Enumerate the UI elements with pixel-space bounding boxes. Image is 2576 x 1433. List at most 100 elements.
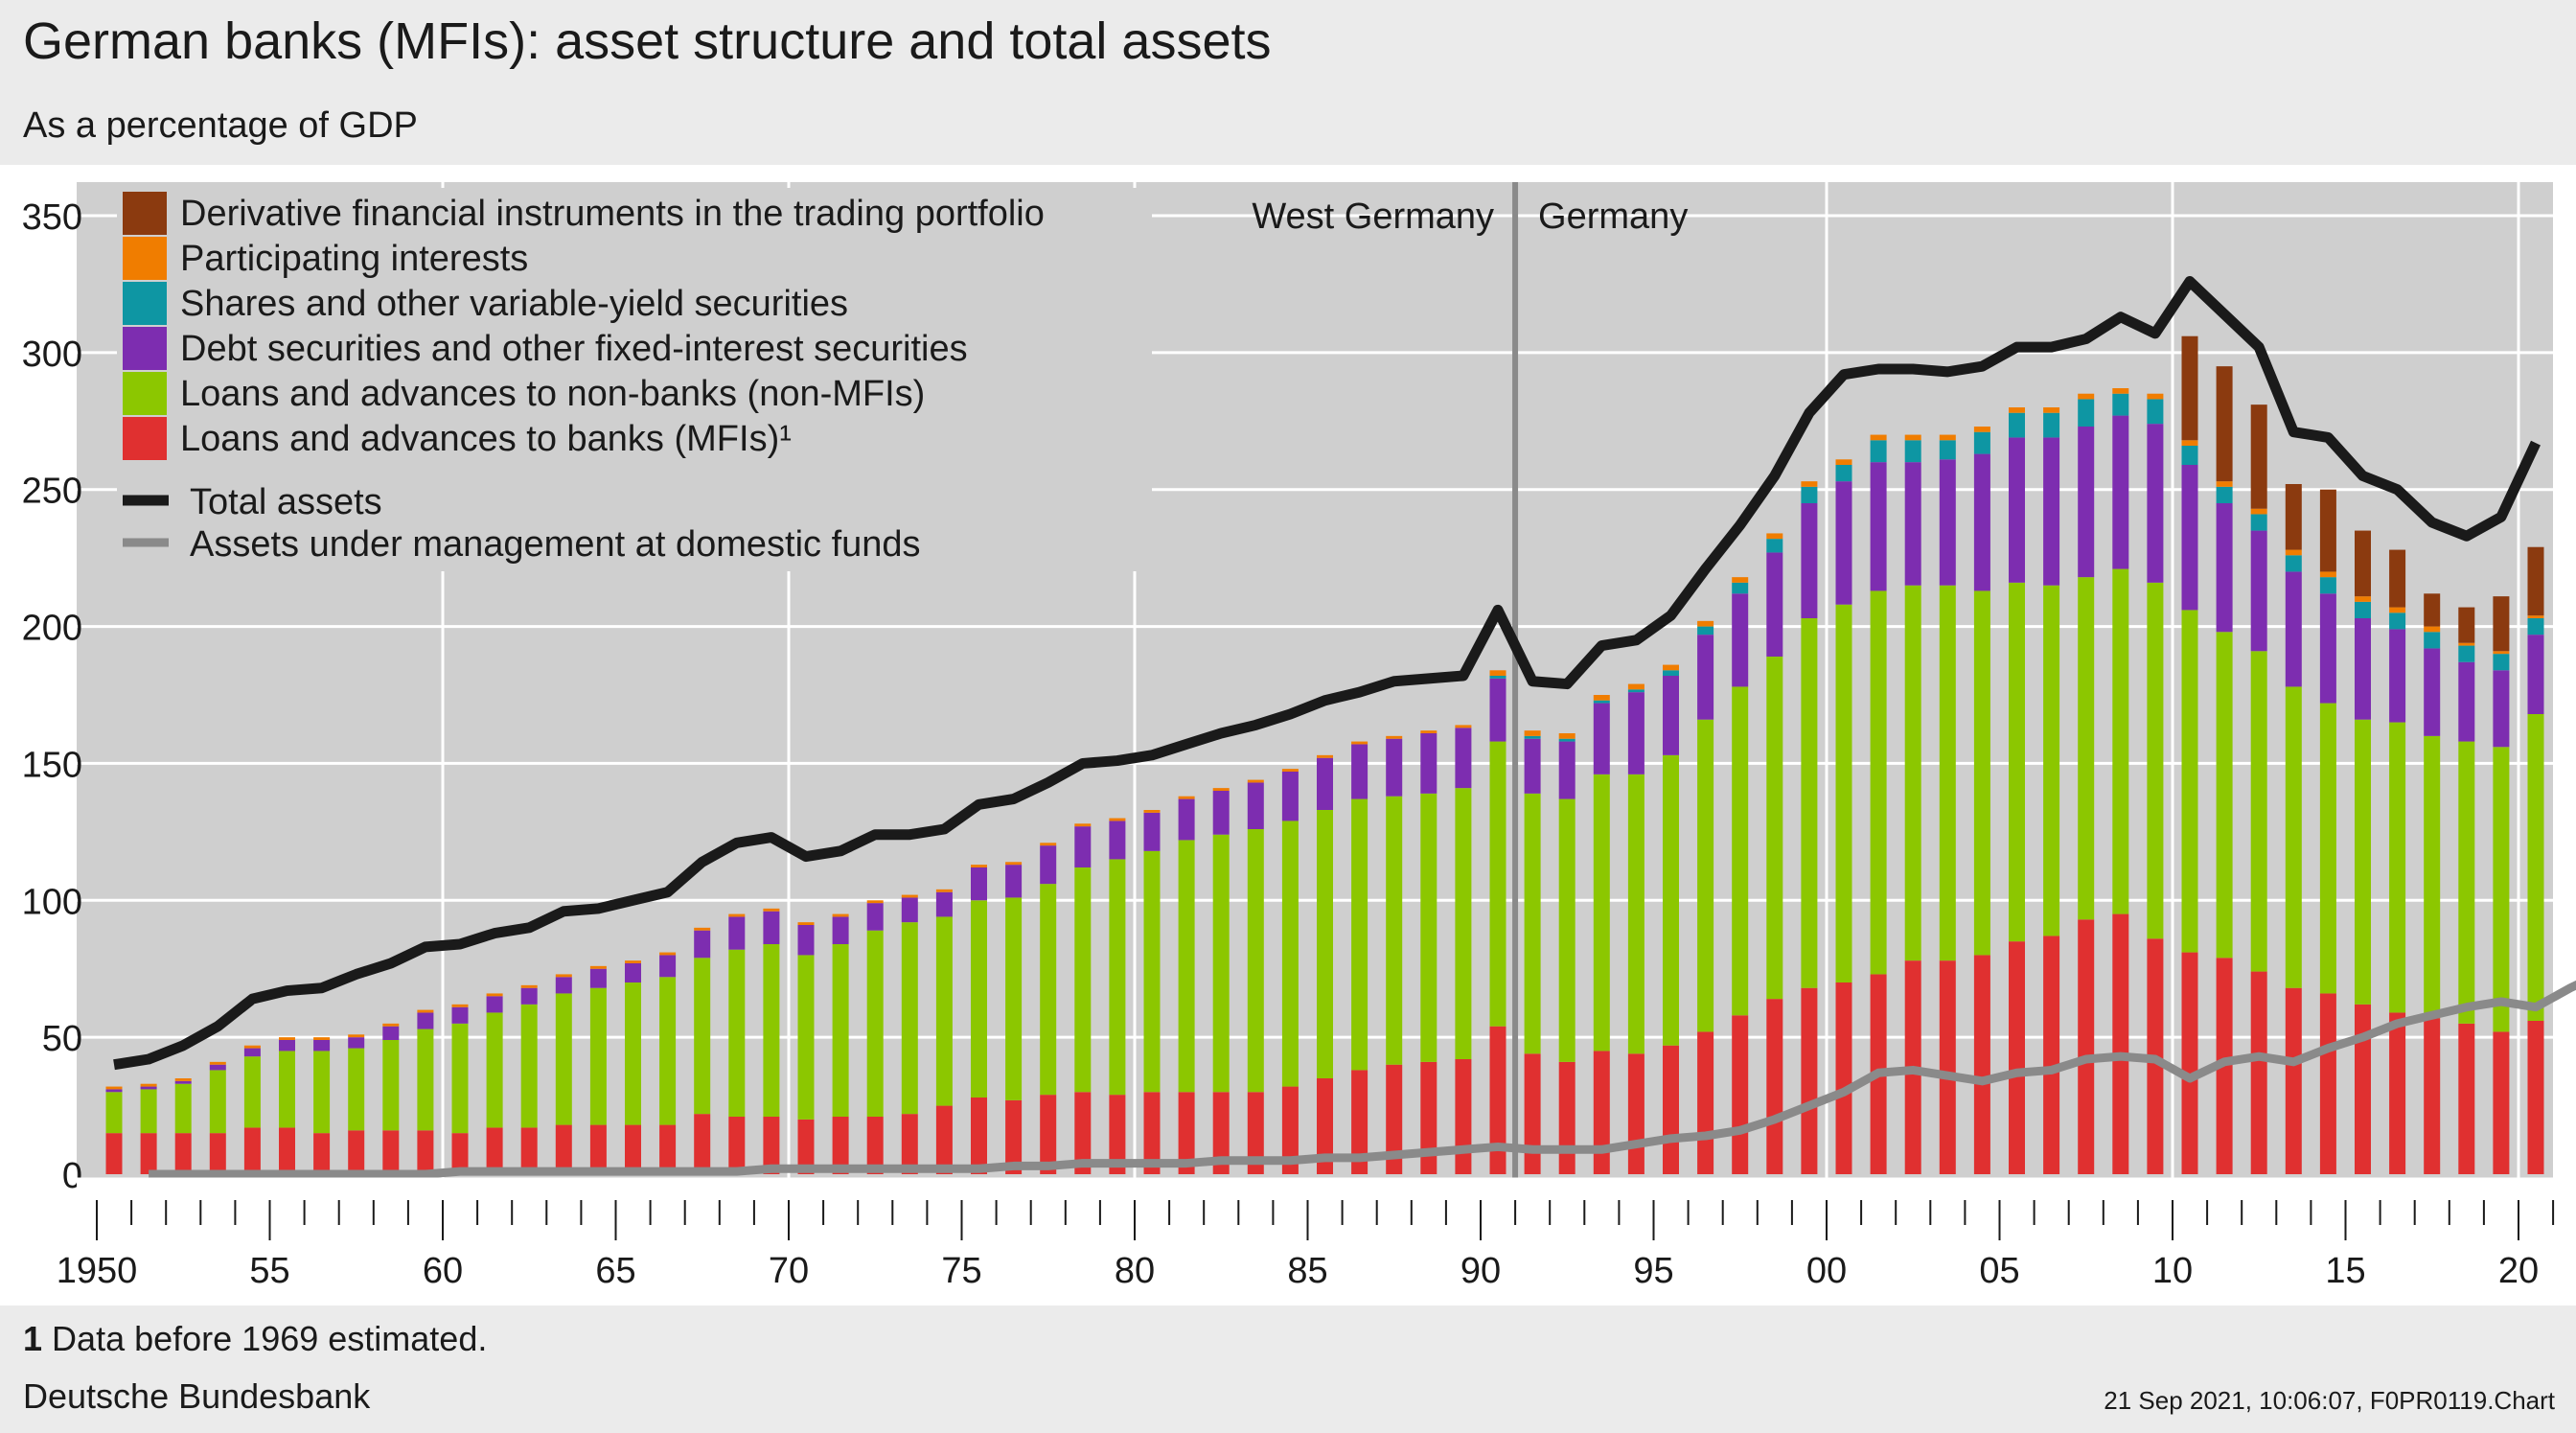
bar-loans_banks-1952 (174, 1133, 192, 1174)
bar-loans_nonbanks-2011 (2216, 632, 2233, 959)
bar-loans_nonbanks-1978 (1074, 867, 1092, 1093)
bar-loans_banks-2013 (2285, 987, 2302, 1174)
bar-shares-1991 (1524, 735, 1541, 739)
bar-participating-1976 (1005, 862, 1023, 866)
bar-debt-2018 (2458, 661, 2475, 742)
bar-debt-1969 (763, 911, 780, 944)
bar-participating-1981 (1178, 796, 1195, 799)
bar-loans_banks-2015 (2355, 1004, 2371, 1174)
bar-loans_nonbanks-1969 (763, 944, 780, 1117)
bar-loans_nonbanks-1992 (1558, 798, 1576, 1062)
bar-loans_banks-1975 (971, 1098, 987, 1174)
bar-debt-1975 (971, 867, 987, 901)
bar-shares-2008 (2112, 393, 2129, 416)
x-tick-label: 70 (769, 1251, 809, 1291)
bar-loans_banks-1954 (243, 1127, 261, 1174)
bar-shares-1997 (1732, 582, 1749, 594)
x-tick-label: 75 (941, 1251, 981, 1291)
label-germany: Germany (1538, 196, 1688, 237)
x-tick-label: 65 (595, 1251, 635, 1291)
footnote-text: Data before 1969 estimated. (52, 1319, 488, 1358)
bar-loans_banks-1981 (1178, 1092, 1195, 1174)
bar-debt-1954 (243, 1048, 261, 1057)
bar-participating-2012 (2250, 508, 2267, 515)
bar-loans_banks-1995 (1663, 1045, 1679, 1174)
bar-loans_banks-1955 (279, 1127, 295, 1174)
y-tick-label: 200 (22, 609, 82, 649)
bar-loans_nonbanks-1973 (901, 922, 918, 1115)
bar-loans_banks-1979 (1109, 1095, 1126, 1174)
bar-participating-2011 (2216, 481, 2233, 487)
bar-debt-2003 (1939, 459, 1956, 586)
bar-shares-1990 (1489, 676, 1506, 679)
bar-participating-1996 (1697, 620, 1714, 627)
bar-loans_banks-1980 (1143, 1092, 1161, 1174)
bar-participating-2005 (2009, 407, 2025, 413)
x-tick-label: 85 (1287, 1251, 1327, 1291)
bar-participating-1995 (1663, 664, 1679, 671)
bar-loans_nonbanks-2018 (2458, 741, 2475, 1024)
bar-derivatives-2014 (2319, 489, 2336, 572)
bar-loans_nonbanks-2013 (2285, 686, 2302, 988)
bar-loans_banks-2005 (2009, 941, 2025, 1174)
bar-shares-2014 (2319, 577, 2336, 594)
bar-shares-2015 (2355, 601, 2371, 618)
bar-debt-1984 (1281, 772, 1299, 821)
bar-loans_nonbanks-1985 (1317, 810, 1333, 1078)
bar-loans_banks-2017 (2424, 1018, 2441, 1174)
bar-loans_nonbanks-1975 (971, 900, 987, 1098)
bar-loans_nonbanks-1997 (1732, 686, 1749, 1016)
bar-loans_banks-1998 (1766, 999, 1783, 1174)
bar-debt-2009 (2147, 424, 2164, 583)
bar-participating-2008 (2112, 388, 2129, 394)
bar-participating-2003 (1939, 434, 1956, 441)
bar-participating-2010 (2181, 440, 2198, 446)
bar-shares-2007 (2078, 399, 2095, 427)
bar-loans_banks-1950 (105, 1133, 123, 1174)
bar-debt-1978 (1074, 826, 1092, 867)
bar-loans_nonbanks-1990 (1489, 741, 1506, 1027)
bar-shares-2010 (2181, 446, 2198, 465)
bar-loans_banks-1987 (1386, 1064, 1403, 1174)
bar-participating-2000 (1835, 459, 1852, 465)
bar-participating-1983 (1247, 779, 1264, 783)
bar-loans_banks-1966 (659, 1124, 677, 1174)
bar-participating-1950 (105, 1086, 123, 1090)
bar-loans_banks-1977 (1040, 1095, 1057, 1174)
bar-debt-1962 (520, 987, 538, 1005)
legend-label-loans_nonbanks: Loans and advances to non-banks (non-MFI… (180, 374, 925, 414)
bar-participating-1957 (348, 1034, 365, 1038)
bar-loans_banks-2003 (1939, 960, 1956, 1174)
legend-swatch-loans_nonbanks (123, 372, 167, 415)
bar-shares-1993 (1593, 700, 1610, 704)
bar-participating-2009 (2147, 393, 2164, 400)
bar-shares-2000 (1835, 465, 1852, 482)
chart-subtitle: As a percentage of GDP (23, 105, 418, 146)
bar-loans_nonbanks-2014 (2319, 703, 2336, 994)
legend-label-debt: Debt securities and other fixed-interest… (180, 329, 968, 369)
bar-participating-1978 (1074, 823, 1092, 827)
bar-participating-1955 (279, 1037, 295, 1040)
bar-loans_banks-1970 (797, 1119, 815, 1174)
bar-debt-1979 (1109, 821, 1126, 860)
bar-participating-2020 (2527, 615, 2544, 618)
bar-shares-2018 (2458, 645, 2475, 662)
bar-loans_banks-1962 (520, 1127, 538, 1174)
bar-debt-2016 (2389, 629, 2406, 723)
bar-debt-1953 (209, 1064, 226, 1071)
bar-debt-2020 (2527, 635, 2544, 714)
bar-loans_banks-1999 (1801, 987, 1818, 1174)
bar-loans_banks-1958 (382, 1130, 400, 1174)
legend-label-total: Total assets (190, 482, 382, 522)
bar-loans_banks-1992 (1558, 1061, 1576, 1174)
bar-participating-2017 (2424, 626, 2441, 633)
bar-participating-1967 (694, 927, 711, 931)
bar-participating-1984 (1281, 769, 1299, 772)
legend-swatch-shares (123, 282, 167, 325)
y-tick-label: 50 (42, 1019, 82, 1059)
bar-participating-1980 (1143, 810, 1161, 813)
bar-loans_banks-1968 (728, 1117, 746, 1174)
legend-label-derivatives: Derivative financial instruments in the … (180, 194, 1045, 234)
x-tick-label: 60 (423, 1251, 463, 1291)
y-tick-label: 250 (22, 472, 82, 512)
